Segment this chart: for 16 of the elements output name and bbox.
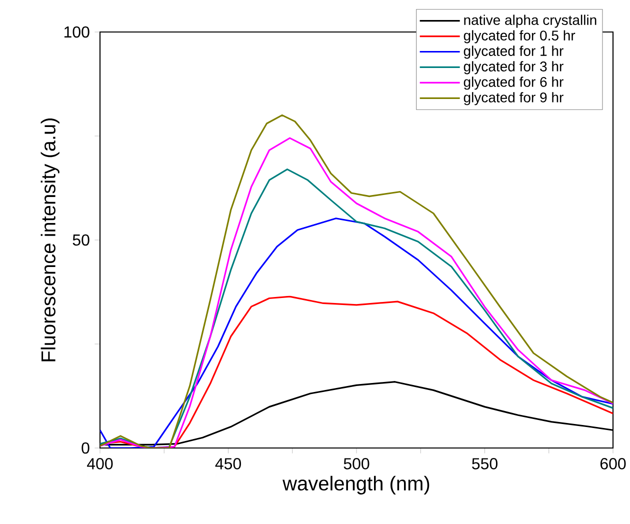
x-axis-title: wavelength (nm) xyxy=(282,476,430,494)
x-tick-label: 500 xyxy=(344,458,370,470)
y-tick-label: 0 xyxy=(82,442,90,454)
y-tick-label: 50 xyxy=(72,234,90,246)
legend-label: glycated for 1 hr xyxy=(464,46,564,59)
legend-label: glycated for 0.5 hr xyxy=(464,30,576,44)
x-tick-label: 450 xyxy=(215,458,241,470)
x-tick-label: 550 xyxy=(472,458,498,470)
legend-label: native alpha crystallin xyxy=(464,14,596,28)
y-tick-label: 100 xyxy=(64,26,90,38)
legend-label: glycated for 3 hr xyxy=(464,61,564,74)
x-tick-label: 600 xyxy=(600,458,626,470)
legend-label: glycated for 9 hr xyxy=(464,92,564,106)
legend-label: glycated for 6 hr xyxy=(464,76,564,90)
y-axis-title: Fluorescence intensity (a.u) xyxy=(40,118,60,362)
x-tick-label: 400 xyxy=(87,458,113,470)
